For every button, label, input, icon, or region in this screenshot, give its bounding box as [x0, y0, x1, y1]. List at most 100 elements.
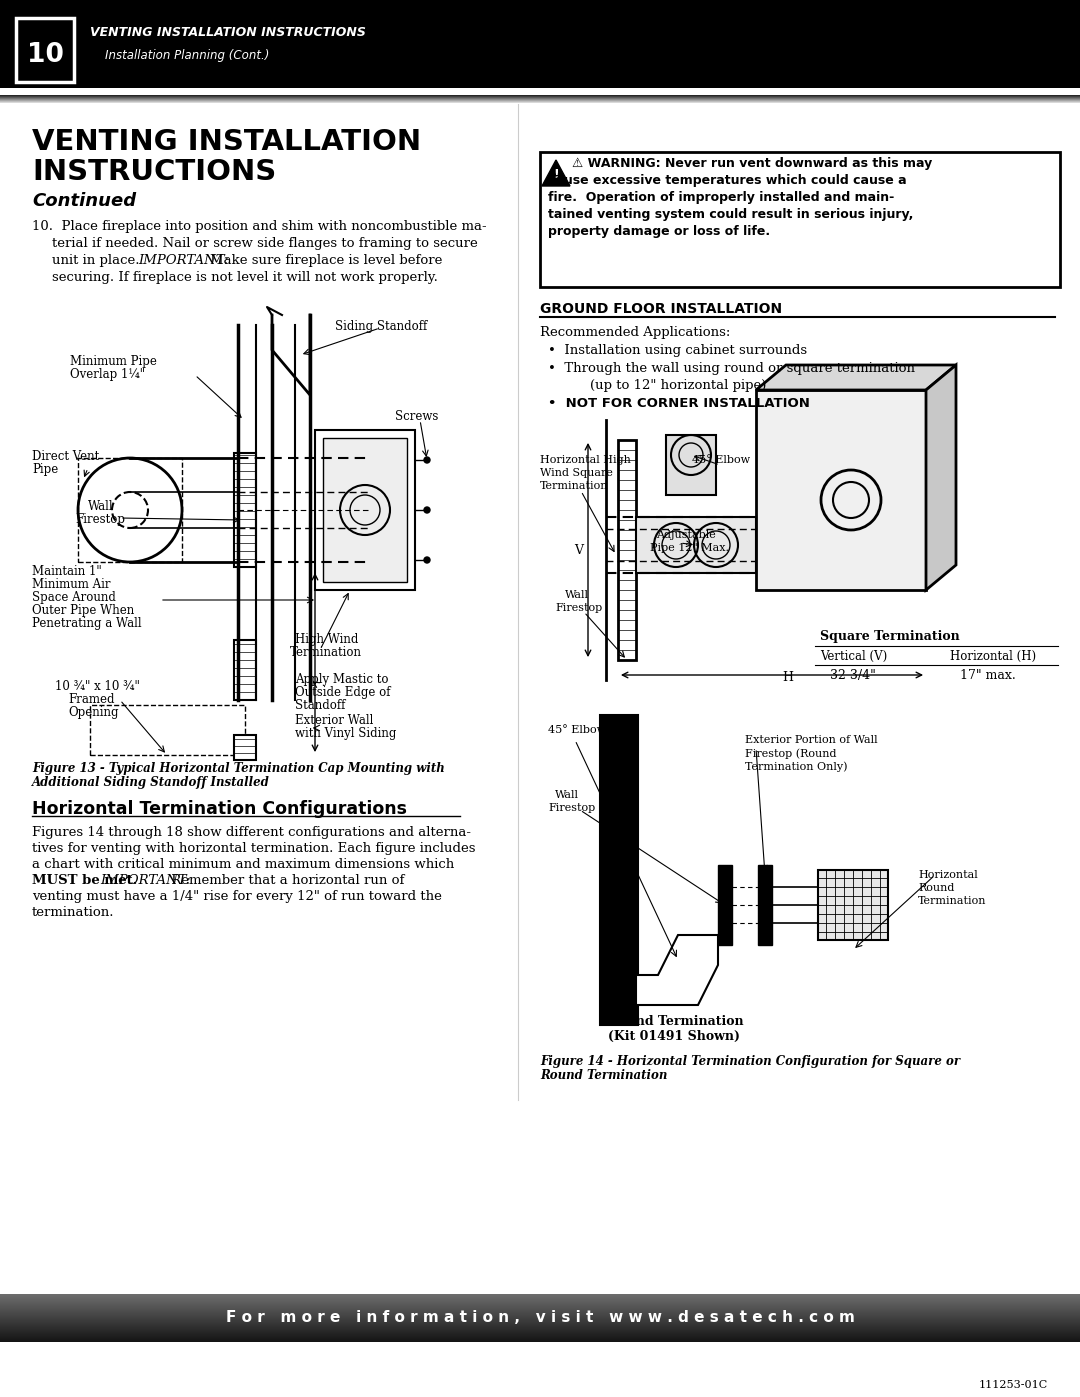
- Text: Figures 14 through 18 show different configurations and alterna-: Figures 14 through 18 show different con…: [32, 826, 471, 840]
- Text: Siding Standoff: Siding Standoff: [335, 320, 428, 332]
- Text: 111253-01C: 111253-01C: [978, 1380, 1048, 1390]
- Text: fire.  Operation of improperly installed and main-: fire. Operation of improperly installed …: [548, 191, 894, 204]
- Circle shape: [424, 457, 430, 462]
- Bar: [636, 517, 756, 573]
- Polygon shape: [636, 935, 718, 1004]
- Text: Horizontal High: Horizontal High: [540, 455, 631, 465]
- Bar: [234, 735, 256, 760]
- Text: securing. If fireplace is not level it will not work properly.: securing. If fireplace is not level it w…: [52, 271, 437, 284]
- Bar: [666, 434, 716, 495]
- Text: cause excessive temperatures which could cause a: cause excessive temperatures which could…: [548, 175, 906, 187]
- Text: Overlap 1¼": Overlap 1¼": [70, 367, 145, 381]
- Bar: [90, 705, 245, 754]
- Text: 10.  Place fireplace into position and shim with noncombustible ma-: 10. Place fireplace into position and sh…: [32, 219, 487, 233]
- Text: Adjustable: Adjustable: [656, 529, 716, 541]
- Text: Square Termination: Square Termination: [820, 630, 960, 643]
- Text: 17" max.: 17" max.: [960, 669, 1016, 682]
- Text: VENTING INSTALLATION INSTRUCTIONS: VENTING INSTALLATION INSTRUCTIONS: [90, 25, 366, 39]
- Text: Installation Planning (Cont.): Installation Planning (Cont.): [90, 49, 269, 63]
- Text: Firestop: Firestop: [555, 604, 603, 613]
- Text: Firestop: Firestop: [75, 513, 125, 527]
- Text: Termination: Termination: [918, 895, 986, 907]
- Text: Horizontal: Horizontal: [918, 870, 977, 880]
- Text: Round: Round: [918, 883, 955, 893]
- Circle shape: [424, 557, 430, 563]
- Text: Additional Siding Standoff Installed: Additional Siding Standoff Installed: [32, 775, 270, 789]
- Bar: [0, 0, 1080, 88]
- Text: •  NOT FOR CORNER INSTALLATION: • NOT FOR CORNER INSTALLATION: [548, 397, 810, 409]
- Text: with Vinyl Siding: with Vinyl Siding: [295, 726, 396, 740]
- Bar: [718, 865, 732, 944]
- Text: IMPORTANT:: IMPORTANT:: [138, 254, 229, 267]
- Text: Make sure fireplace is level before: Make sure fireplace is level before: [210, 254, 443, 267]
- Text: Firestop: Firestop: [548, 803, 595, 813]
- Text: Pipe 12" Max.: Pipe 12" Max.: [650, 543, 729, 553]
- Text: Wind Square: Wind Square: [540, 468, 612, 478]
- Text: Pipe: Pipe: [32, 462, 58, 476]
- Text: •  Installation using cabinet surrounds: • Installation using cabinet surrounds: [548, 344, 807, 358]
- Text: 32 3/4": 32 3/4": [831, 669, 876, 682]
- Text: Vertical (V): Vertical (V): [820, 650, 888, 664]
- Polygon shape: [542, 161, 570, 186]
- Text: Direct Vent: Direct Vent: [32, 450, 99, 462]
- Text: Apply Mastic to: Apply Mastic to: [295, 673, 389, 686]
- Text: property damage or loss of life.: property damage or loss of life.: [548, 225, 770, 237]
- Circle shape: [424, 507, 430, 513]
- Text: VENTING INSTALLATION: VENTING INSTALLATION: [32, 129, 421, 156]
- Text: (Kit 01491 Shown): (Kit 01491 Shown): [608, 1030, 740, 1044]
- Bar: [758, 865, 772, 944]
- Text: •  Through the wall using round or square termination: • Through the wall using round or square…: [548, 362, 915, 374]
- Text: Horizontal (H): Horizontal (H): [950, 650, 1036, 664]
- Text: unit in place.: unit in place.: [52, 254, 144, 267]
- Bar: [618, 440, 636, 659]
- Text: Outer Pipe When: Outer Pipe When: [32, 604, 134, 617]
- Text: 10: 10: [27, 42, 64, 68]
- Polygon shape: [756, 365, 956, 390]
- Bar: [818, 870, 888, 940]
- Bar: [540, 152, 1059, 286]
- Text: terial if needed. Nail or screw side flanges to framing to secure: terial if needed. Nail or screw side fla…: [52, 237, 477, 250]
- Text: Minimum Pipe: Minimum Pipe: [70, 355, 157, 367]
- Text: MUST be met.: MUST be met.: [32, 875, 141, 887]
- Bar: [600, 715, 638, 1025]
- Text: Round Termination: Round Termination: [540, 1069, 667, 1083]
- Text: tained venting system could result in serious injury,: tained venting system could result in se…: [548, 208, 914, 221]
- Text: IMPORTANT:: IMPORTANT:: [100, 875, 191, 887]
- Bar: [315, 430, 415, 590]
- Text: Wall: Wall: [87, 500, 113, 513]
- Bar: [756, 390, 926, 590]
- Text: Exterior Portion of Wall: Exterior Portion of Wall: [745, 735, 878, 745]
- Bar: [234, 453, 256, 567]
- Text: ⚠ WARNING: Never run vent downward as this may: ⚠ WARNING: Never run vent downward as th…: [572, 156, 932, 170]
- Text: V: V: [573, 543, 583, 556]
- Text: Minimum Air: Minimum Air: [32, 578, 110, 591]
- Text: Round Termination: Round Termination: [608, 1016, 744, 1028]
- Text: Framed: Framed: [68, 693, 114, 705]
- Text: Termination: Termination: [540, 481, 608, 490]
- Text: Continued: Continued: [32, 191, 136, 210]
- Bar: [16, 18, 75, 82]
- Text: 10 ¾" x 10 ¾": 10 ¾" x 10 ¾": [55, 680, 140, 693]
- Text: Exterior Wall: Exterior Wall: [295, 714, 374, 726]
- Text: High Wind: High Wind: [295, 633, 359, 645]
- Text: F o r   m o r e   i n f o r m a t i o n ,   v i s i t   w w w . d e s a t e c h : F o r m o r e i n f o r m a t i o n , v …: [226, 1310, 854, 1326]
- Bar: [78, 458, 183, 562]
- Text: H: H: [782, 671, 793, 685]
- Text: 45° Elbow: 45° Elbow: [692, 455, 751, 465]
- Text: Recommended Applications:: Recommended Applications:: [540, 326, 730, 339]
- Text: Maintain 1": Maintain 1": [32, 564, 102, 578]
- Text: INSTRUCTIONS: INSTRUCTIONS: [32, 158, 276, 186]
- Polygon shape: [926, 365, 956, 590]
- Text: Standoff: Standoff: [295, 698, 346, 712]
- Text: venting must have a 1/4" rise for every 12" of run toward the: venting must have a 1/4" rise for every …: [32, 890, 442, 902]
- Text: Figure 14 - Horizontal Termination Configuration for Square or: Figure 14 - Horizontal Termination Confi…: [540, 1055, 960, 1067]
- Text: Opening: Opening: [68, 705, 119, 719]
- Text: Penetrating a Wall: Penetrating a Wall: [32, 617, 141, 630]
- Text: Remember that a horizontal run of: Remember that a horizontal run of: [167, 875, 404, 887]
- Text: GROUND FLOOR INSTALLATION: GROUND FLOOR INSTALLATION: [540, 302, 782, 316]
- Text: Firestop (Round: Firestop (Round: [745, 747, 837, 759]
- Bar: [234, 640, 256, 700]
- Text: a chart with critical minimum and maximum dimensions which: a chart with critical minimum and maximu…: [32, 858, 455, 870]
- Bar: [323, 439, 407, 583]
- Text: Termination Only): Termination Only): [745, 761, 848, 771]
